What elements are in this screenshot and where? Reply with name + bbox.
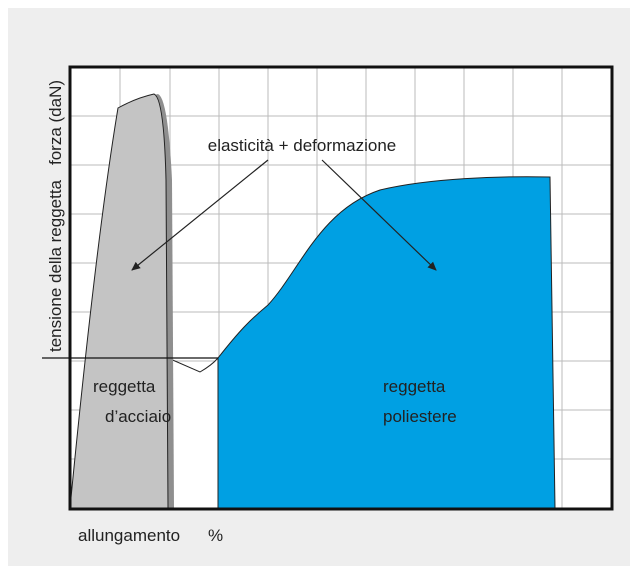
y-axis-label: tensione della reggetta bbox=[46, 179, 65, 352]
x-axis-unit: % bbox=[208, 526, 223, 545]
white-region bbox=[167, 356, 219, 509]
region-label: d’acciaio bbox=[105, 407, 171, 426]
y-axis-label: forza (daN) bbox=[46, 80, 65, 165]
plot-border bbox=[68, 65, 614, 511]
steel-curve bbox=[69, 93, 169, 509]
region-label: reggetta bbox=[93, 377, 156, 396]
region-label: poliestere bbox=[383, 407, 457, 426]
region-label: reggetta bbox=[383, 377, 446, 396]
arrow bbox=[131, 159, 269, 271]
x-axis-label: allungamento bbox=[78, 526, 180, 545]
arrow bbox=[321, 159, 437, 271]
annotation: elasticità + deformazione bbox=[208, 136, 397, 155]
polyester-curve bbox=[217, 176, 556, 509]
